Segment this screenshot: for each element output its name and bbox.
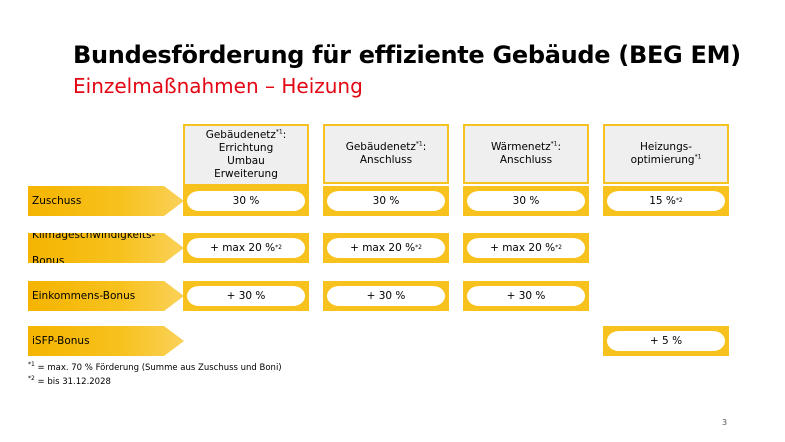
footnote-text: = max. 70 % Förderung (Summe aus Zuschus…	[34, 363, 282, 373]
cell-value: + max 20 %	[350, 242, 416, 254]
col3-suffix: :	[557, 141, 562, 153]
footnote-2: *2 = bis 31.12.2028	[28, 375, 111, 387]
cell-zuschuss-col2: 30 %	[323, 186, 449, 216]
col3-sup: *1	[550, 140, 558, 148]
value-pill: 30 %	[327, 191, 445, 211]
footnote-1: *1 = max. 70 % Förderung (Summe aus Zusc…	[28, 361, 282, 373]
value-pill: 15 % *2	[607, 191, 725, 211]
row-label-isfp-bonus: iSFP-Bonus	[28, 326, 184, 356]
col1-suffix: :	[282, 129, 287, 141]
cell-klima-col3: + max 20 % *2	[463, 233, 589, 263]
cell-value: + max 20 %	[490, 242, 556, 254]
value-pill: + max 20 % *2	[327, 238, 445, 258]
value-pill: + 30 %	[467, 286, 585, 306]
row-label-einkommens-bonus: Einkommens-Bonus	[28, 281, 184, 311]
cell-klima-col1: + max 20 % *2	[183, 233, 309, 263]
cell-value: + 5 %	[649, 335, 683, 347]
cell-value: + 30 %	[366, 290, 406, 302]
col4-line1: Heizungs-	[639, 141, 692, 153]
row-label-line2: Bonus	[32, 254, 65, 267]
cell-einkommen-col2: + 30 %	[323, 281, 449, 311]
footnote-mark: *1	[28, 361, 35, 369]
cell-zuschuss-col1: 30 %	[183, 186, 309, 216]
slide-title: Bundesförderung für effiziente Gebäude (…	[73, 41, 741, 69]
value-pill: + 30 %	[327, 286, 445, 306]
col3-line2: Anschluss	[499, 154, 553, 166]
column-header-gebaeudenetz-anschluss: Gebäudenetz*1: Anschluss	[323, 124, 449, 184]
col1-line2: Errichtung	[218, 142, 274, 154]
cell-einkommen-col3: + 30 %	[463, 281, 589, 311]
slide-subtitle: Einzelmaßnahmen – Heizung	[73, 74, 363, 98]
col2-suffix: :	[422, 141, 427, 153]
cell-value: + 30 %	[506, 290, 546, 302]
row-label-text: iSFP-Bonus	[32, 334, 90, 347]
page-number: 3	[722, 418, 728, 427]
col1-line1: Gebäudenetz	[205, 129, 276, 141]
column-header-heizungsoptimierung: Heizungs- optimierung*1	[603, 124, 729, 184]
cell-isfp-col4: + 5 %	[603, 326, 729, 356]
cell-value: 30 %	[372, 195, 400, 207]
value-pill: + 5 %	[607, 331, 725, 351]
cell-value: + 30 %	[226, 290, 266, 302]
column-header-gebaeudenetz-errichtung: Gebäudenetz*1: Errichtung Umbau Erweiter…	[183, 124, 309, 186]
col1-sup: *1	[275, 128, 283, 136]
value-pill: + max 20 % *2	[187, 238, 305, 258]
row-label-klimageschwindigkeits-bonus: Klimageschwindigkeits- Bonus	[28, 233, 184, 263]
cell-einkommen-col1: + 30 %	[183, 281, 309, 311]
col2-sup: *1	[415, 140, 423, 148]
footnote-mark: *2	[28, 375, 35, 383]
col4-sup: *1	[694, 153, 702, 161]
cell-value: 30 %	[512, 195, 540, 207]
value-pill: + max 20 % *2	[467, 238, 585, 258]
col1-line3: Umbau	[227, 155, 265, 167]
column-header-waermenetz-anschluss: Wärmenetz*1: Anschluss	[463, 124, 589, 184]
cell-zuschuss-col3: 30 %	[463, 186, 589, 216]
row-label-zuschuss: Zuschuss	[28, 186, 184, 216]
col3-line1: Wärmenetz	[490, 141, 551, 153]
row-label-text: Einkommens-Bonus	[32, 289, 136, 302]
footnote-text: = bis 31.12.2028	[34, 377, 111, 387]
row-label-line1: Klimageschwindigkeits-	[32, 228, 156, 241]
col1-line4: Erweiterung	[214, 168, 278, 180]
cell-klima-col2: + max 20 % *2	[323, 233, 449, 263]
cell-value: 30 %	[232, 195, 260, 207]
value-pill: 30 %	[187, 191, 305, 211]
col2-line2: Anschluss	[359, 154, 413, 166]
cell-value: + max 20 %	[210, 242, 276, 254]
col2-line1: Gebäudenetz	[345, 141, 416, 153]
cell-zuschuss-col4: 15 % *2	[603, 186, 729, 216]
row-label-text: Zuschuss	[32, 194, 82, 207]
value-pill: + 30 %	[187, 286, 305, 306]
value-pill: 30 %	[467, 191, 585, 211]
cell-value: 15 %	[649, 195, 676, 207]
col4-line2: optimierung	[630, 154, 695, 166]
